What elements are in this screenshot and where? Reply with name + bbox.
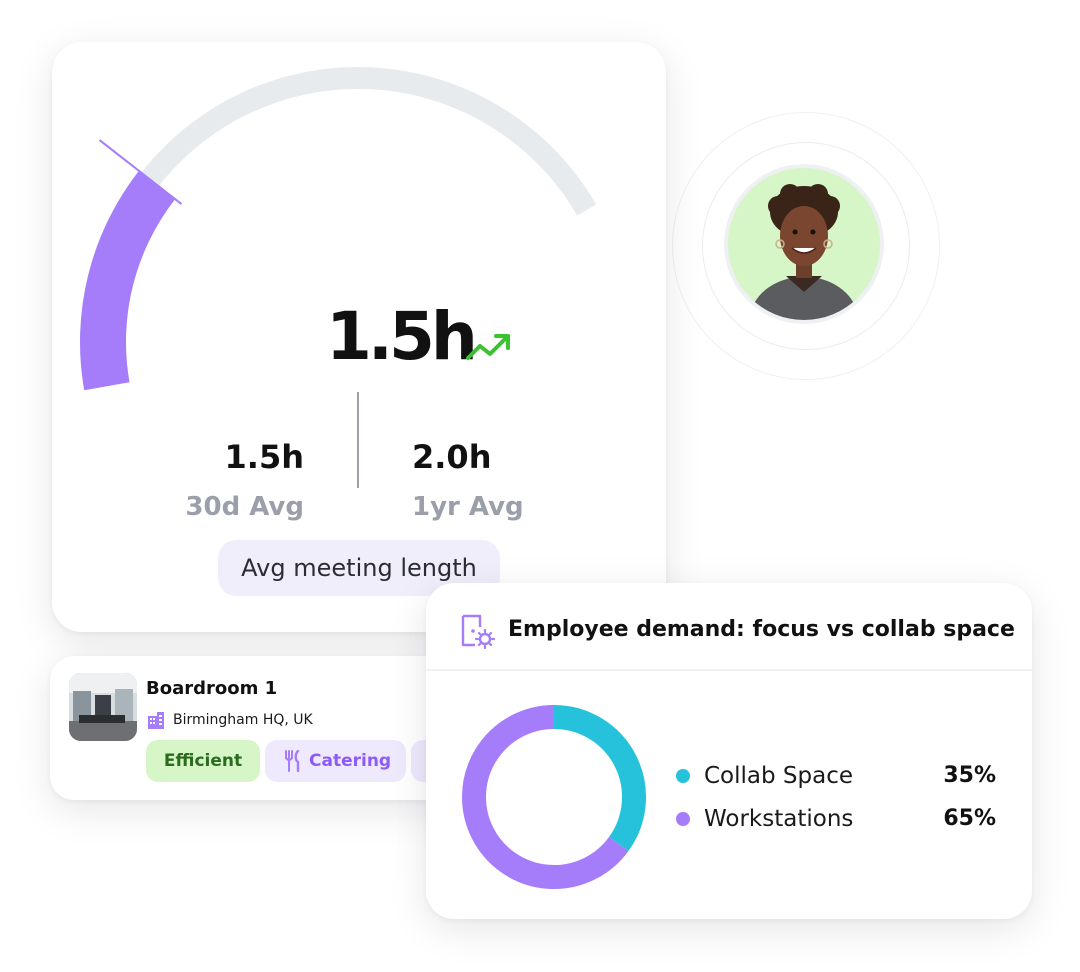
legend-value-collab: 35%: [943, 763, 996, 788]
gauge-fill: [79, 170, 176, 391]
trend-up-icon: [466, 334, 510, 360]
stat-1yr-value: 2.0h: [412, 438, 492, 476]
room-photo-icon: [69, 673, 137, 741]
gauge-chart: [79, 67, 597, 391]
legend-dot-workstations: [676, 812, 690, 826]
building-icon: [148, 712, 164, 729]
avatar-ring-outer: [672, 112, 940, 380]
stat-1yr-label: 1yr Avg: [412, 492, 524, 522]
demand-card-title: Employee demand: focus vs collab space: [508, 617, 1015, 642]
stat-divider: [357, 392, 359, 488]
legend-value-workstations: 65%: [943, 806, 996, 831]
gauge-value: 1.5h: [326, 298, 478, 375]
avatar[interactable]: [728, 168, 880, 320]
room-location: Birmingham HQ, UK: [173, 712, 313, 728]
avatar-ring-inner: [702, 142, 910, 350]
tag-catering[interactable]: Catering: [265, 740, 406, 782]
card-divider: [426, 669, 1032, 671]
door-gear-icon: [461, 614, 496, 649]
utensils-icon: [285, 750, 300, 772]
demand-donut-chart: [462, 705, 646, 889]
legend-label-collab: Collab Space: [704, 763, 854, 789]
legend-label-workstations: Workstations: [704, 806, 854, 832]
room-name: Boardroom 1: [146, 678, 278, 699]
person-portrait-icon: [728, 168, 880, 320]
donut-slice-workstations: [462, 705, 629, 889]
legend-item-workstations: Workstations 65%: [676, 804, 996, 834]
legend-dot-collab: [676, 769, 690, 783]
room-thumbnail: [69, 673, 137, 741]
tag-catering-label: Catering: [309, 751, 392, 771]
donut-slice-collab-space: [553, 705, 646, 852]
gauge-needle: [98, 139, 183, 205]
stat-30d-value: 1.5h: [224, 438, 304, 476]
stat-30d-label: 30d Avg: [185, 492, 304, 522]
room-card[interactable]: Boardroom 1 Birmingham HQ, UK Efficient …: [50, 656, 490, 800]
meeting-length-card: 1.5h 1.5h 30d Avg 2.0h 1yr Avg Avg meeti…: [52, 42, 666, 632]
employee-demand-card: Employee demand: focus vs collab space C…: [426, 583, 1032, 919]
legend-item-collab-space: Collab Space 35%: [676, 761, 996, 791]
tag-efficient[interactable]: Efficient: [146, 740, 260, 782]
